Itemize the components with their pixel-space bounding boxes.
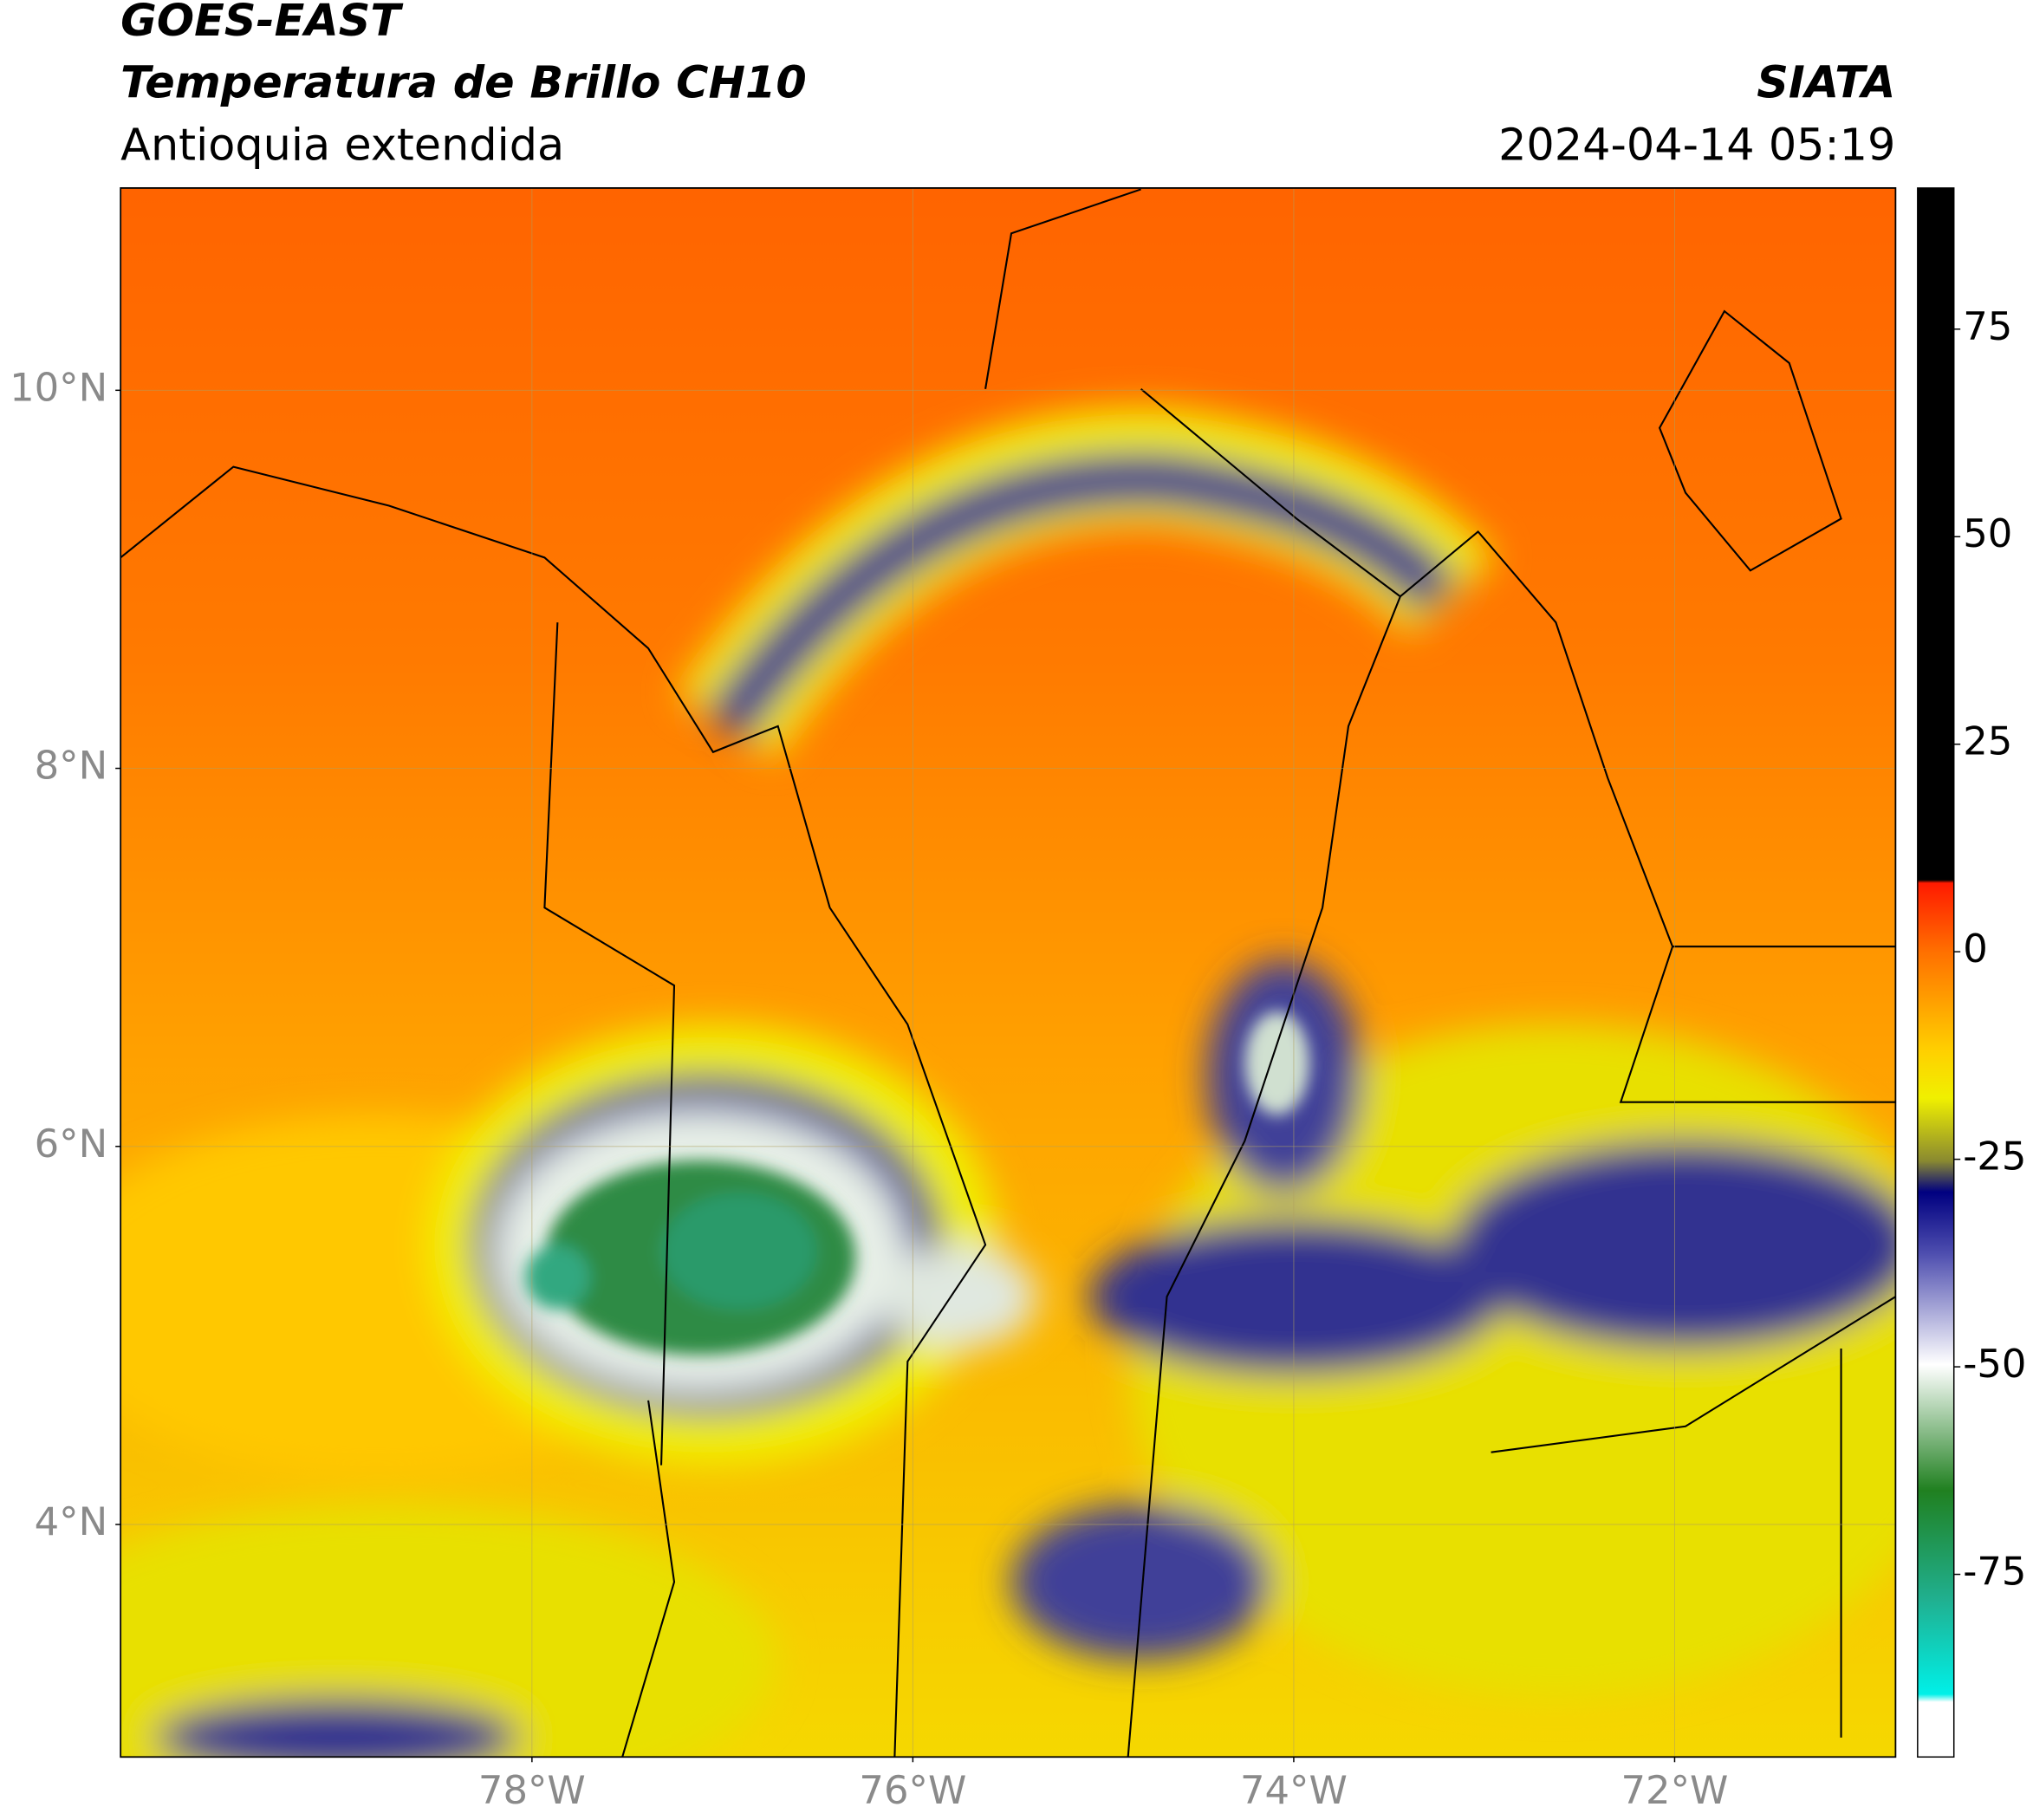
y-tick-label: 10°N xyxy=(10,364,107,410)
grid xyxy=(120,187,1896,1758)
subtitle: Temperatura de Brillo CH10 xyxy=(120,57,807,108)
title: GOES-EAST xyxy=(120,0,404,46)
x-tick-label: 78°W xyxy=(478,1767,586,1813)
region: Antioquia extendida xyxy=(120,120,564,171)
colorbar-tick-label: -50 xyxy=(1963,1341,2026,1387)
timestamp: 2024-04-14 05:19 xyxy=(1498,120,1895,171)
y-tick-label: 6°N xyxy=(35,1121,108,1167)
x-tick-label: 72°W xyxy=(1621,1767,1729,1813)
colorbar-tick-label: 75 xyxy=(1963,303,2012,349)
source: SIATA xyxy=(1757,57,1895,108)
map-frame xyxy=(120,187,1897,1758)
x-tick-label: 76°W xyxy=(859,1767,966,1813)
colorbar-tick-label: 25 xyxy=(1963,718,2012,764)
colorbar-tick-label: 0 xyxy=(1963,926,1988,972)
colorbar-tick-label: 50 xyxy=(1963,510,2012,556)
colorbar-tick-label: -75 xyxy=(1963,1549,2026,1595)
map-image xyxy=(120,187,1896,1758)
colorbar-tick-label: -25 xyxy=(1963,1134,2026,1180)
y-tick-label: 8°N xyxy=(35,743,108,789)
x-tick-label: 74°W xyxy=(1240,1767,1348,1813)
colorbar xyxy=(1917,187,1955,1758)
y-tick-label: 4°N xyxy=(35,1498,108,1544)
